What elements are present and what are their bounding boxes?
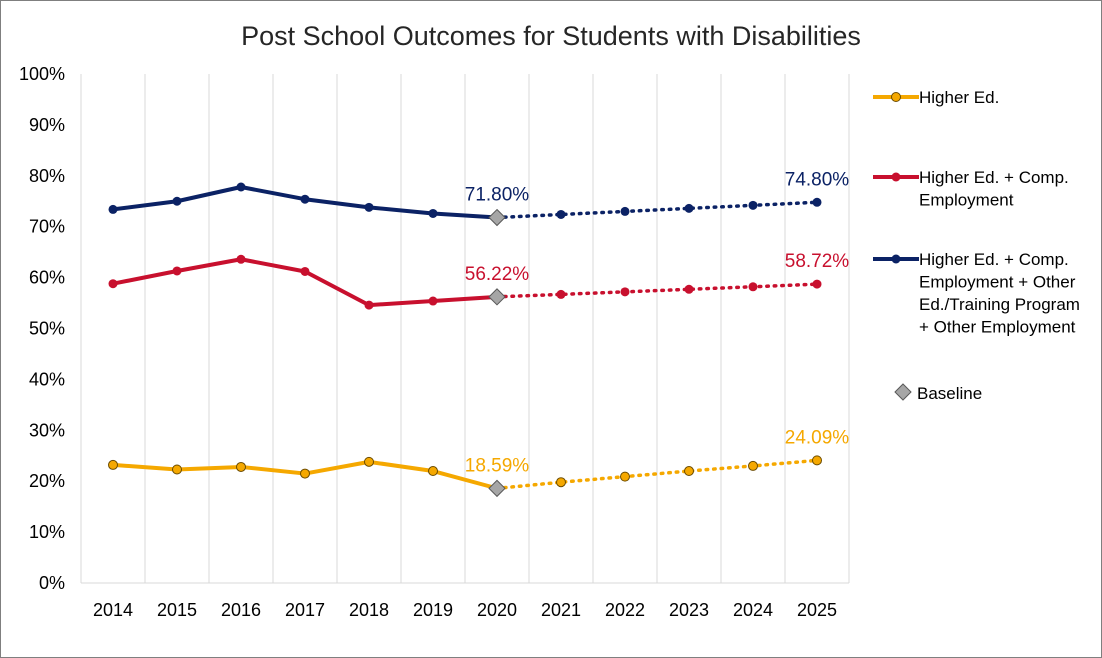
x-tick-label: 2020 <box>477 600 517 620</box>
data-point <box>236 182 246 192</box>
x-tick-label: 2018 <box>349 600 389 620</box>
target-point <box>748 282 758 292</box>
y-tick-label: 50% <box>29 319 65 339</box>
data-label: 56.22% <box>465 264 530 285</box>
data-point <box>300 266 310 276</box>
target-point <box>556 477 566 488</box>
target-point <box>620 471 630 482</box>
legend-label-baseline: Baseline <box>917 384 982 403</box>
data-point <box>172 196 182 206</box>
y-tick-label: 40% <box>29 369 65 389</box>
target-point <box>556 209 566 219</box>
target-point <box>620 287 630 297</box>
data-point <box>364 300 374 310</box>
series-lines <box>108 182 822 498</box>
chart-title: Post School Outcomes for Students with D… <box>241 21 861 51</box>
y-tick-label: 20% <box>29 471 65 491</box>
legend-label: Employment <box>919 191 1014 210</box>
data-point <box>300 468 310 479</box>
legend-swatch-marker <box>891 172 901 182</box>
target-point <box>748 200 758 210</box>
data-label: 24.09% <box>785 427 850 448</box>
data-label: 74.80% <box>785 169 850 190</box>
target-point <box>812 279 822 289</box>
x-tick-label: 2023 <box>669 600 709 620</box>
data-point <box>428 466 438 477</box>
x-tick-label: 2022 <box>605 600 645 620</box>
target-point <box>556 289 566 299</box>
axes: 0% 10% 20% 30% 40% 50% 60% 70% 80% 90% 100% 2014 201… <box>19 64 849 620</box>
data-label: 71.80% <box>465 185 530 206</box>
target-point <box>812 455 822 466</box>
data-point <box>364 456 374 467</box>
data-point <box>172 266 182 276</box>
legend-label: Ed./Training Program <box>919 295 1080 314</box>
series-line-target <box>495 200 819 220</box>
series-line-actual <box>112 257 498 308</box>
x-tick-label: 2015 <box>157 600 197 620</box>
x-tick-label: 2017 <box>285 600 325 620</box>
target-point <box>748 460 758 471</box>
data-point <box>172 464 182 475</box>
y-tick-label: 90% <box>29 115 65 135</box>
target-point <box>812 197 822 207</box>
y-tick-label: 80% <box>29 166 65 186</box>
x-tick-label: 2024 <box>733 600 773 620</box>
x-tick-label: 2014 <box>93 600 133 620</box>
series-line-target <box>495 458 819 491</box>
target-point <box>684 203 694 213</box>
data-label: 18.59% <box>465 455 530 476</box>
x-tick-label: 2019 <box>413 600 453 620</box>
grid-lines <box>144 74 850 583</box>
data-point <box>300 194 310 204</box>
y-tick-label: 10% <box>29 522 65 542</box>
baseline-marker <box>488 208 506 227</box>
y-tick-label: 0% <box>39 573 65 593</box>
legend-swatch-marker <box>891 254 901 264</box>
legend-label: Employment + Other <box>919 273 1076 292</box>
data-point <box>108 459 118 470</box>
y-tick-label: 60% <box>29 268 65 288</box>
data-point <box>364 202 374 212</box>
data-point <box>236 461 246 472</box>
data-label: 58.72% <box>785 251 850 272</box>
data-point <box>108 204 118 214</box>
x-tick-label: 2025 <box>797 600 837 620</box>
x-tick-label: 2021 <box>541 600 581 620</box>
legend-label: Higher Ed. + Comp. <box>919 250 1069 269</box>
data-point <box>428 208 438 218</box>
legend-label: Higher Ed. <box>919 88 999 107</box>
baseline-marker <box>488 479 506 498</box>
target-point <box>684 466 694 477</box>
target-point <box>620 206 630 216</box>
data-point <box>108 279 118 289</box>
data-point <box>428 296 438 306</box>
y-tick-label: 70% <box>29 217 65 237</box>
data-point <box>236 254 246 264</box>
y-tick-label: 30% <box>29 420 65 440</box>
legend-baseline-marker <box>894 383 912 401</box>
target-point <box>684 284 694 294</box>
data-labels: 71.80% 74.80% 56.22% 58.72% 18.59% 24.09% <box>465 169 850 476</box>
series-line-target <box>495 282 819 299</box>
y-tick-label: 100% <box>19 64 65 84</box>
legend-label: Higher Ed. + Comp. <box>919 168 1069 187</box>
legend-swatch-marker <box>891 92 901 102</box>
legend: Higher Ed. Higher Ed. + Comp. Employment Hi… <box>873 88 1080 403</box>
x-tick-label: 2016 <box>221 600 261 620</box>
legend-label: + Other Employment <box>919 318 1076 337</box>
baseline-marker <box>488 288 506 306</box>
